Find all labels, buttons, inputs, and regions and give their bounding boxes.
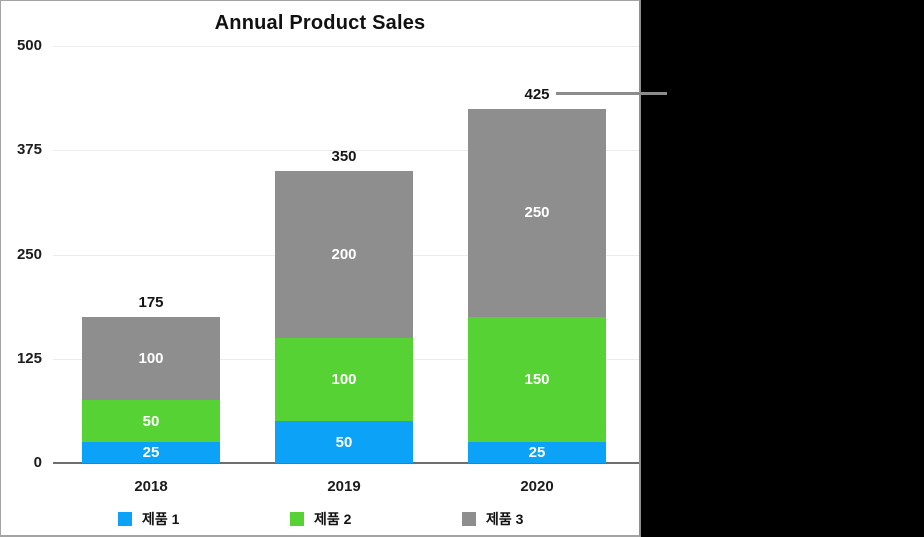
bar-segment-value-label: 100 bbox=[138, 350, 164, 368]
x-axis-tick-label: 2019 bbox=[327, 478, 361, 495]
right-black-panel bbox=[641, 0, 924, 537]
bar-segment: 100 bbox=[82, 317, 220, 401]
bar-segment: 200 bbox=[275, 171, 413, 338]
bar-total-label: 175 bbox=[138, 294, 164, 312]
bar-segment: 25 bbox=[468, 442, 606, 463]
x-axis-tick-label: 2018 bbox=[134, 478, 168, 495]
bar-segment-value-label: 50 bbox=[335, 433, 353, 451]
legend-item: 제품 2 bbox=[290, 509, 351, 529]
chart-panel: Annual Product Sales 0 125 250 375 500 25 50 1… bbox=[0, 0, 641, 537]
callout-line bbox=[556, 92, 667, 95]
legend-item: 제품 3 bbox=[462, 509, 523, 529]
bar-segment: 50 bbox=[275, 421, 413, 463]
y-axis-tick-label: 375 bbox=[16, 141, 42, 159]
legend-label: 제품 3 bbox=[486, 511, 524, 527]
chart-title: Annual Product Sales bbox=[214, 12, 426, 34]
bar-segment: 100 bbox=[275, 337, 413, 422]
gridline bbox=[53, 150, 639, 152]
bar-segment-value-label: 25 bbox=[142, 444, 160, 462]
bar-segment: 250 bbox=[468, 108, 606, 318]
y-axis-tick-label: 250 bbox=[16, 245, 42, 263]
y-axis-tick-label: 500 bbox=[16, 37, 42, 54]
legend-label: 제품 1 bbox=[142, 511, 180, 527]
bar-segment-value-label: 250 bbox=[524, 204, 550, 222]
bar-total-label: 350 bbox=[331, 148, 357, 166]
legend-label: 제품 2 bbox=[314, 511, 352, 527]
gridline bbox=[53, 46, 639, 47]
bar-total-label: 425 bbox=[524, 85, 550, 103]
bar-segment-value-label: 150 bbox=[524, 371, 550, 389]
bar-segment: 150 bbox=[468, 317, 606, 443]
legend-swatch-icon bbox=[118, 512, 132, 526]
legend-swatch-icon bbox=[462, 512, 476, 526]
bar-segment-value-label: 50 bbox=[142, 412, 160, 430]
y-axis-tick-label: 0 bbox=[33, 454, 42, 471]
x-axis-baseline bbox=[53, 462, 639, 464]
bar-segment-value-label: 200 bbox=[331, 245, 357, 263]
y-axis-tick-label: 125 bbox=[16, 349, 42, 367]
legend-item: 제품 1 bbox=[118, 509, 179, 529]
bar-segment: 25 bbox=[82, 442, 220, 463]
bar-segment: 50 bbox=[82, 400, 220, 443]
x-axis-tick-label: 2020 bbox=[520, 478, 554, 495]
bar-segment-value-label: 25 bbox=[528, 444, 546, 462]
legend-swatch-icon bbox=[290, 512, 304, 526]
bar-segment-value-label: 100 bbox=[331, 371, 357, 389]
